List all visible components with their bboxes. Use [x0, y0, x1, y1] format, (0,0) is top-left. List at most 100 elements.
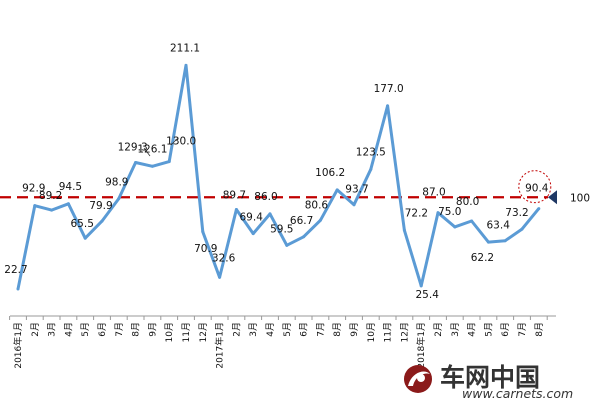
- data-point: [251, 232, 255, 236]
- data-point: [318, 218, 322, 222]
- data-point: [335, 188, 339, 192]
- data-label: 90.4: [525, 183, 549, 195]
- data-label: 93.7: [345, 184, 368, 196]
- x-tick-label: 7月: [315, 322, 326, 337]
- data-point: [33, 204, 37, 208]
- data-label: 80.0: [456, 196, 479, 208]
- data-point: [134, 160, 138, 164]
- series-line: [16, 63, 540, 290]
- data-label: 25.4: [416, 289, 440, 301]
- data-point: [470, 219, 474, 223]
- x-tick-label: 4月: [63, 322, 74, 337]
- x-tick-label: 6月: [97, 322, 108, 337]
- x-tick-label: 2017年1月: [214, 322, 226, 369]
- x-tick-label: 9月: [349, 322, 360, 337]
- x-tick-label: 8月: [131, 322, 142, 337]
- data-point: [100, 219, 104, 223]
- data-label: 130.0: [166, 136, 196, 148]
- data-label: 79.9: [89, 200, 112, 212]
- data-label: 80.6: [305, 199, 329, 211]
- data-point: [83, 236, 87, 240]
- x-tick-label: 2016年1月: [12, 322, 24, 369]
- x-tick-label: 6月: [500, 322, 511, 337]
- data-point: [218, 275, 222, 279]
- data-point: [66, 202, 70, 206]
- x-tick-label: 5月: [80, 322, 91, 337]
- data-label: 32.6: [212, 252, 236, 264]
- data-label: 129.3: [118, 141, 148, 153]
- x-tick-label: 2月: [231, 322, 242, 337]
- carnets-watermark: 车网中国 www.carnets.com: [404, 363, 573, 400]
- data-point: [285, 243, 289, 247]
- x-tick-label: 11月: [181, 322, 192, 342]
- data-label: 72.2: [405, 207, 428, 219]
- data-label: 98.9: [105, 177, 128, 189]
- data-label: 123.5: [356, 146, 386, 158]
- data-point: [117, 197, 121, 201]
- reference-marker-icon: [548, 190, 557, 205]
- data-point: [352, 203, 356, 207]
- x-tick-label: 5月: [483, 322, 494, 337]
- data-point: [402, 228, 406, 232]
- data-label: 89.7: [223, 189, 246, 201]
- data-label: 69.4: [240, 212, 264, 224]
- data-label: 70.9: [194, 243, 217, 255]
- data-point: [184, 63, 188, 67]
- x-tick-label: 7月: [114, 322, 125, 337]
- data-label: 126.1: [137, 143, 167, 155]
- x-tick-label: 3月: [450, 322, 461, 337]
- data-label: 65.5: [71, 218, 94, 230]
- data-point: [268, 212, 272, 216]
- x-tick-label: 8月: [534, 322, 545, 337]
- carnets-logo-icon: [404, 365, 432, 393]
- data-point: [167, 160, 171, 164]
- x-tick-label: 9月: [147, 322, 158, 337]
- data-label: 63.4: [487, 220, 511, 232]
- x-tick-label: 3月: [47, 322, 58, 337]
- data-point: [369, 167, 373, 171]
- data-point: [419, 284, 423, 288]
- x-tick-label: 2月: [433, 322, 444, 337]
- data-label: 62.2: [471, 252, 494, 264]
- data-label: 75.0: [438, 206, 461, 218]
- x-tick-label: 2018年1月: [415, 322, 427, 369]
- data-label: 86.0: [254, 191, 277, 203]
- callout-line: [143, 147, 151, 157]
- data-point: [520, 227, 524, 231]
- x-tick-label: 12月: [198, 322, 209, 342]
- data-label: 211.1: [170, 42, 200, 54]
- reference-line-label: 100: [570, 192, 590, 204]
- data-point: [201, 230, 205, 234]
- x-tick-label: 12月: [399, 322, 410, 342]
- data-label: 59.5: [270, 223, 293, 235]
- highlight-circle: [518, 170, 552, 204]
- callout-line: [170, 137, 179, 146]
- watermark-brand-text: 车网中国: [440, 363, 540, 392]
- data-point: [386, 104, 390, 108]
- data-label: 94.5: [59, 181, 82, 193]
- data-point: [537, 207, 541, 211]
- x-tick-label: 10月: [366, 322, 377, 342]
- data-label: 89.2: [39, 190, 62, 202]
- x-tick-label: 4月: [265, 322, 276, 337]
- data-label: 66.7: [290, 215, 313, 227]
- data-label: 106.2: [315, 167, 345, 179]
- data-point: [453, 225, 457, 229]
- data-point: [302, 235, 306, 239]
- x-tick-label: 5月: [282, 322, 293, 337]
- data-label: 73.2: [505, 207, 528, 219]
- data-label: 87.0: [422, 187, 445, 199]
- x-tick-label: 8月: [332, 322, 343, 337]
- x-tick-label: 3月: [248, 322, 259, 337]
- x-tick-label: 6月: [299, 322, 310, 337]
- x-tick-label: 11月: [383, 322, 394, 342]
- data-point: [16, 287, 20, 291]
- data-label: 177.0: [374, 83, 404, 95]
- data-label: 22.7: [4, 264, 27, 276]
- x-tick-label: 7月: [517, 322, 528, 337]
- x-tick-label: 4月: [467, 322, 478, 337]
- data-point: [503, 239, 507, 243]
- watermark-url: www.carnets.com: [462, 386, 573, 400]
